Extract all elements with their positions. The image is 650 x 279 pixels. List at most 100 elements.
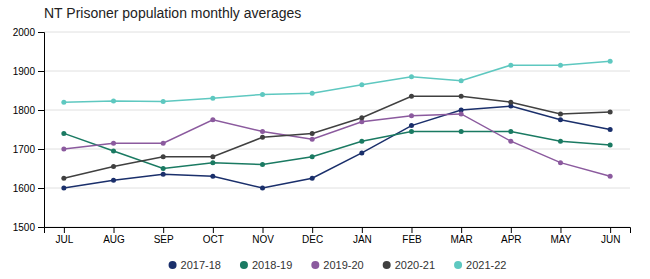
series-markers: [61, 59, 612, 105]
point-marker: [508, 63, 513, 68]
point-marker: [161, 99, 166, 104]
point-marker: [111, 99, 116, 104]
x-tick-mark: [163, 227, 164, 233]
x-tick-label: JUN: [601, 234, 620, 245]
grid-line: [44, 188, 630, 189]
point-marker: [161, 166, 166, 171]
legend-item: 2020-21: [383, 259, 435, 271]
y-tick-mark: [38, 110, 44, 111]
y-tick-label: 1500: [13, 222, 36, 233]
y-tick: 1800: [13, 105, 44, 116]
x-tick: APR: [501, 227, 522, 245]
x-tick-mark: [362, 227, 363, 233]
legend-label: 2020-21: [395, 259, 435, 271]
series-markers: [61, 111, 612, 178]
point-marker: [409, 123, 414, 128]
y-tick: 1600: [13, 183, 44, 194]
y-tick-mark: [38, 71, 44, 72]
point-marker: [608, 127, 613, 132]
point-marker: [608, 109, 613, 114]
x-tick-mark: [610, 227, 611, 233]
point-marker: [61, 131, 66, 136]
x-tick-mark: [64, 227, 65, 233]
x-tick-label: FEB: [402, 234, 422, 245]
marks: [61, 59, 612, 191]
point-marker: [558, 139, 563, 144]
y-axis-line: [38, 33, 45, 228]
point-marker: [310, 91, 315, 96]
chart-container: NT Prisoner population monthly averages 1…: [0, 0, 650, 279]
x-tick-mark: [312, 227, 313, 233]
point-marker: [359, 82, 364, 87]
legend-swatch: [383, 261, 391, 269]
x-tick-mark: [511, 227, 512, 233]
point-marker: [61, 186, 66, 191]
legend-label: 2021-22: [466, 259, 506, 271]
point-marker: [310, 176, 315, 181]
point-marker: [210, 96, 215, 101]
x-tick: AUG: [103, 227, 125, 245]
point-marker: [359, 115, 364, 120]
x-tick: OCT: [203, 227, 224, 245]
point-marker: [210, 160, 215, 165]
grid-line: [44, 71, 630, 72]
y-tick-label: 1700: [13, 144, 36, 155]
point-marker: [508, 100, 513, 105]
point-marker: [409, 129, 414, 134]
point-marker: [558, 63, 563, 68]
point-marker: [260, 92, 265, 97]
point-marker: [409, 74, 414, 79]
point-marker: [310, 154, 315, 159]
x-tick-label: DEC: [302, 234, 323, 245]
y-tick-label: 1800: [13, 105, 36, 116]
y-tick-label: 2000: [13, 27, 36, 38]
point-marker: [608, 143, 613, 148]
point-marker: [409, 94, 414, 99]
chart-svg: NT Prisoner population monthly averages 1…: [0, 0, 650, 279]
y-tick-mark: [38, 188, 44, 189]
point-marker: [260, 129, 265, 134]
point-marker: [558, 117, 563, 122]
y-tick-mark: [38, 149, 44, 150]
x-tick-mark: [213, 227, 214, 233]
grid-line: [44, 32, 630, 33]
legend-swatch: [311, 261, 319, 269]
point-marker: [111, 141, 116, 146]
x-axis: JULAUGSEPOCTNOVDECJANFEBMARAPRMAYJUN: [45, 227, 631, 245]
series-line: [64, 61, 610, 102]
x-tick: MAR: [451, 227, 473, 245]
y-tick: 1700: [13, 144, 44, 155]
x-tick-label: NOV: [252, 234, 274, 245]
y-tick-label: 1600: [13, 183, 36, 194]
point-marker: [111, 178, 116, 183]
x-axis-line: [45, 228, 631, 234]
x-tick-mark: [461, 227, 462, 233]
point-marker: [61, 176, 66, 181]
point-marker: [608, 174, 613, 179]
legend-item: 2017-18: [169, 259, 221, 271]
x-tick: JAN: [353, 227, 372, 245]
y-axis: 150016001700180019002000: [13, 27, 45, 233]
x-tick: DEC: [302, 227, 323, 245]
point-marker: [111, 164, 116, 169]
point-marker: [260, 135, 265, 140]
point-marker: [608, 59, 613, 64]
point-marker: [260, 162, 265, 167]
x-tick-label: JUL: [55, 234, 73, 245]
point-marker: [359, 150, 364, 155]
point-marker: [558, 111, 563, 116]
point-marker: [210, 154, 215, 159]
chart-title: NT Prisoner population monthly averages: [44, 5, 301, 21]
y-tick-mark: [38, 32, 44, 33]
x-tick-label: APR: [501, 234, 522, 245]
point-marker: [210, 117, 215, 122]
legend-label: 2017-18: [181, 259, 221, 271]
x-tick-mark: [560, 227, 561, 233]
legend-item: 2021-22: [454, 259, 506, 271]
legend: 2017-182018-192019-202020-212021-22: [169, 259, 507, 271]
x-tick: MAY: [551, 227, 572, 245]
series-markers: [61, 94, 612, 181]
x-tick: JUL: [55, 227, 73, 245]
plot-area: 150016001700180019002000JULAUGSEPOCTNOVD…: [13, 27, 631, 245]
point-marker: [310, 131, 315, 136]
